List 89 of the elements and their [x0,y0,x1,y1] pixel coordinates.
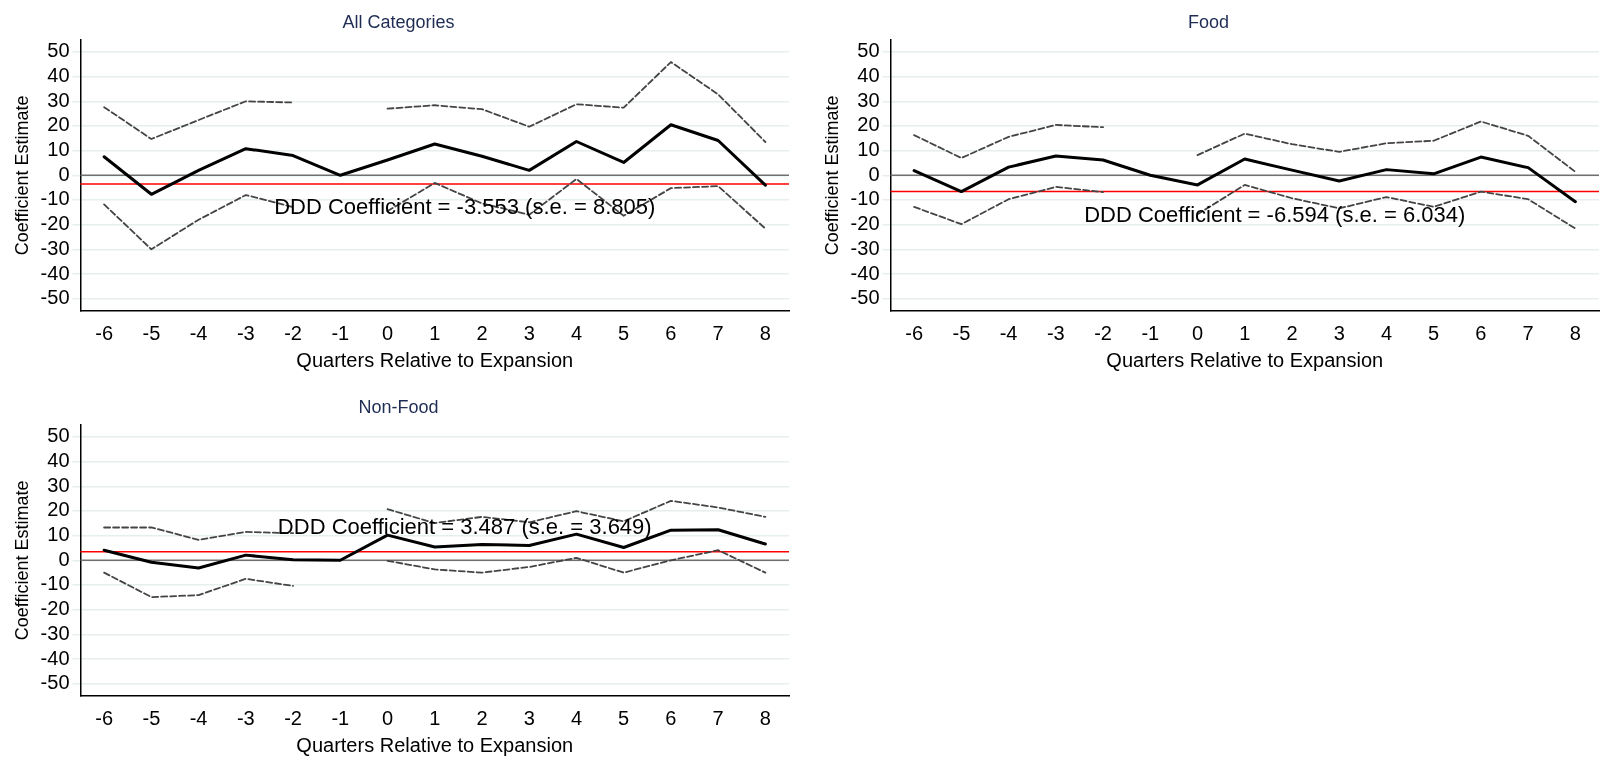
x-tick-label: 8 [759,706,771,729]
x-tick-label: 7 [712,706,724,729]
y-tick-label: -40 [40,261,70,284]
y-tick-label: -50 [850,286,880,309]
x-tick-label: 2 [476,321,488,344]
y-tick-label: -50 [40,286,70,309]
y-tick-label: 0 [868,162,880,185]
x-tick-label: 0 [381,321,394,344]
x-axis-title: Quarters Relative to Expansion [1106,348,1384,371]
chart-title: Food [1187,11,1230,32]
x-tick-label: 5 [618,706,630,729]
y-tick-label: -20 [850,212,880,235]
x-tick-label: -3 [236,321,255,344]
x-tick-label: -6 [95,706,114,729]
x-axis-title: Quarters Relative to Expansion [296,733,574,756]
x-tick-label: -2 [1094,321,1112,344]
y-tick-label: 20 [47,498,70,521]
y-tick-label: 50 [47,424,70,447]
x-tick-label: 4 [1380,321,1393,344]
y-tick-label: 20 [857,113,880,136]
x-tick-label: -6 [905,321,924,344]
x-tick-label: -4 [999,321,1018,344]
x-tick-label: 2 [476,706,488,729]
y-tick-label: 10 [857,138,880,161]
y-tick-label: -30 [40,621,70,644]
y-tick-label: 20 [47,113,70,136]
x-tick-label: -4 [189,706,208,729]
x-tick-label: 1 [429,321,441,344]
x-tick-label: 7 [1522,321,1534,344]
x-tick-label: -1 [1141,321,1160,344]
y-tick-label: 0 [58,547,70,570]
y-tick-label: 40 [857,64,880,87]
x-tick-label: 3 [1333,321,1345,344]
x-tick-label: 6 [665,706,677,729]
y-tick-label: -20 [40,597,70,620]
x-axis-title: Quarters Relative to Expansion [296,348,574,371]
y-tick-label: -20 [40,212,70,235]
y-axis-title: Coefficient Estimate [11,480,32,641]
x-tick-label: 8 [1569,321,1581,344]
x-tick-label: -6 [95,321,114,344]
x-tick-label: 0 [381,706,394,729]
y-tick-label: -10 [850,187,880,210]
y-tick-label: 40 [47,64,70,87]
chart-title: All Categories [342,11,455,32]
y-tick-label: 30 [47,88,70,111]
x-tick-label: -3 [236,706,255,729]
x-tick-label: 7 [712,321,724,344]
x-tick-label: -2 [284,706,302,729]
x-tick-label: 1 [429,706,441,729]
y-tick-label: 30 [857,88,880,111]
x-tick-label: -4 [189,321,208,344]
y-tick-label: -30 [40,236,70,259]
x-tick-label: -3 [1046,321,1065,344]
y-tick-label: 0 [58,162,70,185]
x-tick-label: -5 [142,706,161,729]
x-tick-label: -2 [284,321,302,344]
y-tick-label: 50 [47,39,70,62]
x-tick-label: 5 [1428,321,1440,344]
chart-title: Non-Food [358,396,439,417]
y-axis-title: Coefficient Estimate [11,95,32,256]
y-tick-label: 50 [857,39,880,62]
x-tick-label: 2 [1286,321,1298,344]
y-axis-title: Coefficient Estimate [821,95,842,256]
x-tick-label: 1 [1239,321,1251,344]
annotation: DDD Coefficient = -6.594 (s.e. = 6.034) [1084,201,1466,227]
x-tick-label: 8 [759,321,771,344]
y-tick-label: 40 [47,449,70,472]
x-tick-label: 6 [665,321,677,344]
x-tick-label: 3 [523,321,535,344]
y-tick-label: 30 [47,473,70,496]
x-tick-label: 3 [523,706,535,729]
x-tick-label: 5 [618,321,630,344]
y-tick-label: -30 [850,236,880,259]
x-tick-label: 4 [570,321,583,344]
x-tick-label: 4 [570,706,583,729]
x-tick-label: 6 [1475,321,1487,344]
y-tick-label: -40 [40,646,70,669]
y-tick-label: -10 [40,572,70,595]
x-tick-label: -1 [331,321,350,344]
y-tick-label: 10 [47,523,70,546]
x-tick-label: -5 [952,321,971,344]
y-tick-label: -10 [40,187,70,210]
x-tick-label: -5 [142,321,161,344]
x-tick-label: 0 [1191,321,1204,344]
y-tick-label: -40 [850,261,880,284]
y-tick-label: 10 [47,138,70,161]
x-tick-label: -1 [331,706,350,729]
y-tick-label: -50 [40,671,70,694]
annotation: DDD Coefficient = 3.487 (s.e. = 3.649) [277,513,652,539]
